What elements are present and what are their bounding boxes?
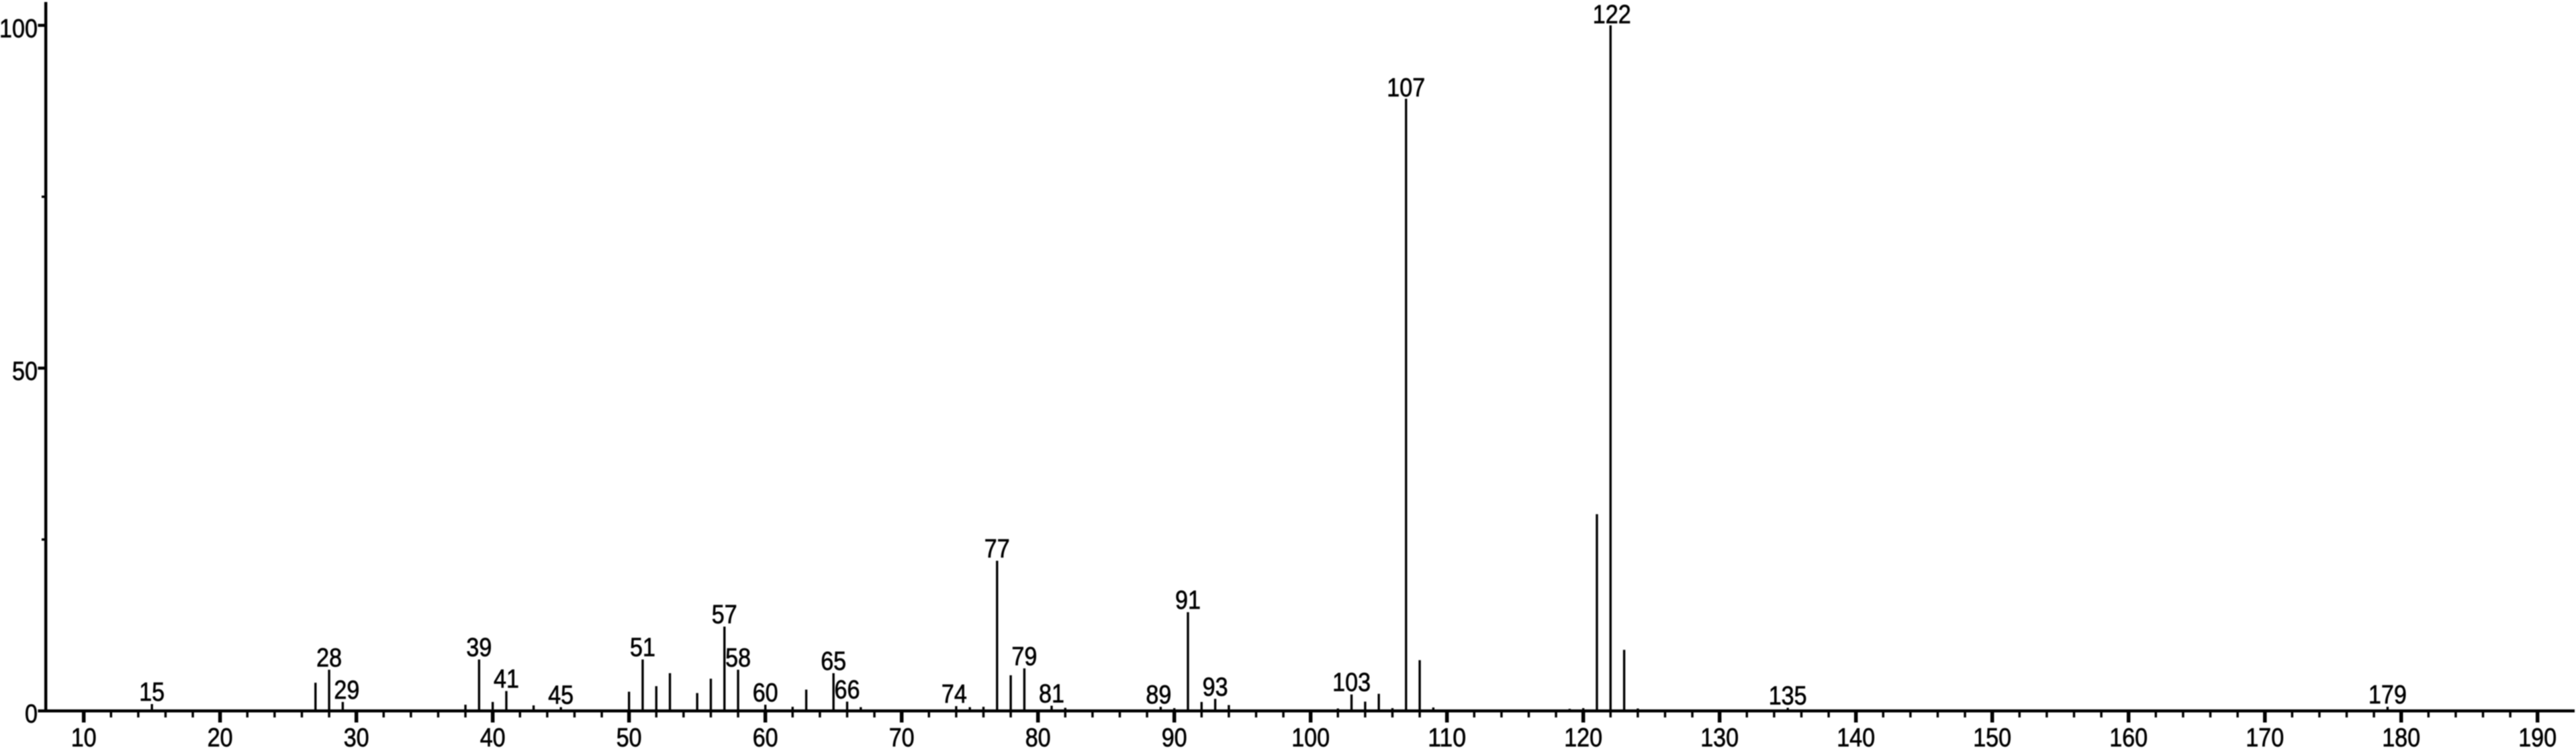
svg-text:10: 10 bbox=[71, 723, 97, 749]
svg-text:39: 39 bbox=[466, 634, 492, 662]
svg-text:0: 0 bbox=[25, 700, 38, 729]
svg-text:100: 100 bbox=[0, 14, 38, 43]
svg-text:150: 150 bbox=[1973, 723, 2011, 749]
svg-text:41: 41 bbox=[494, 665, 519, 694]
svg-text:77: 77 bbox=[984, 535, 1010, 564]
svg-text:30: 30 bbox=[344, 723, 369, 749]
svg-text:190: 190 bbox=[2518, 723, 2557, 749]
svg-text:58: 58 bbox=[725, 644, 751, 672]
svg-text:79: 79 bbox=[1011, 642, 1037, 671]
svg-text:50: 50 bbox=[12, 357, 38, 386]
svg-text:29: 29 bbox=[334, 676, 359, 705]
svg-text:103: 103 bbox=[1332, 668, 1371, 697]
svg-text:130: 130 bbox=[1700, 723, 1739, 749]
svg-text:70: 70 bbox=[889, 723, 915, 749]
svg-text:170: 170 bbox=[2246, 723, 2284, 749]
svg-text:91: 91 bbox=[1175, 586, 1201, 615]
svg-text:51: 51 bbox=[630, 634, 655, 662]
svg-text:179: 179 bbox=[2368, 681, 2407, 709]
svg-text:107: 107 bbox=[1387, 74, 1425, 103]
svg-text:74: 74 bbox=[941, 680, 967, 709]
svg-text:60: 60 bbox=[753, 679, 778, 707]
svg-text:93: 93 bbox=[1203, 672, 1228, 701]
svg-text:80: 80 bbox=[1025, 723, 1051, 749]
svg-text:20: 20 bbox=[208, 723, 233, 749]
svg-text:122: 122 bbox=[1593, 0, 1631, 29]
svg-text:60: 60 bbox=[753, 723, 778, 749]
svg-text:40: 40 bbox=[480, 723, 506, 749]
svg-text:45: 45 bbox=[548, 681, 573, 710]
svg-text:90: 90 bbox=[1162, 723, 1187, 749]
svg-text:140: 140 bbox=[1837, 723, 1875, 749]
svg-text:160: 160 bbox=[2109, 723, 2148, 749]
svg-text:65: 65 bbox=[821, 647, 846, 676]
svg-text:81: 81 bbox=[1039, 680, 1064, 709]
svg-text:100: 100 bbox=[1291, 723, 1330, 749]
svg-text:120: 120 bbox=[1564, 723, 1602, 749]
svg-text:57: 57 bbox=[712, 601, 737, 630]
svg-text:89: 89 bbox=[1146, 681, 1171, 709]
svg-text:15: 15 bbox=[139, 678, 165, 707]
svg-text:180: 180 bbox=[2382, 723, 2420, 749]
svg-text:28: 28 bbox=[316, 644, 342, 672]
svg-text:66: 66 bbox=[835, 675, 860, 704]
svg-text:50: 50 bbox=[616, 723, 642, 749]
svg-text:110: 110 bbox=[1428, 723, 1466, 749]
svg-text:135: 135 bbox=[1769, 682, 1807, 711]
